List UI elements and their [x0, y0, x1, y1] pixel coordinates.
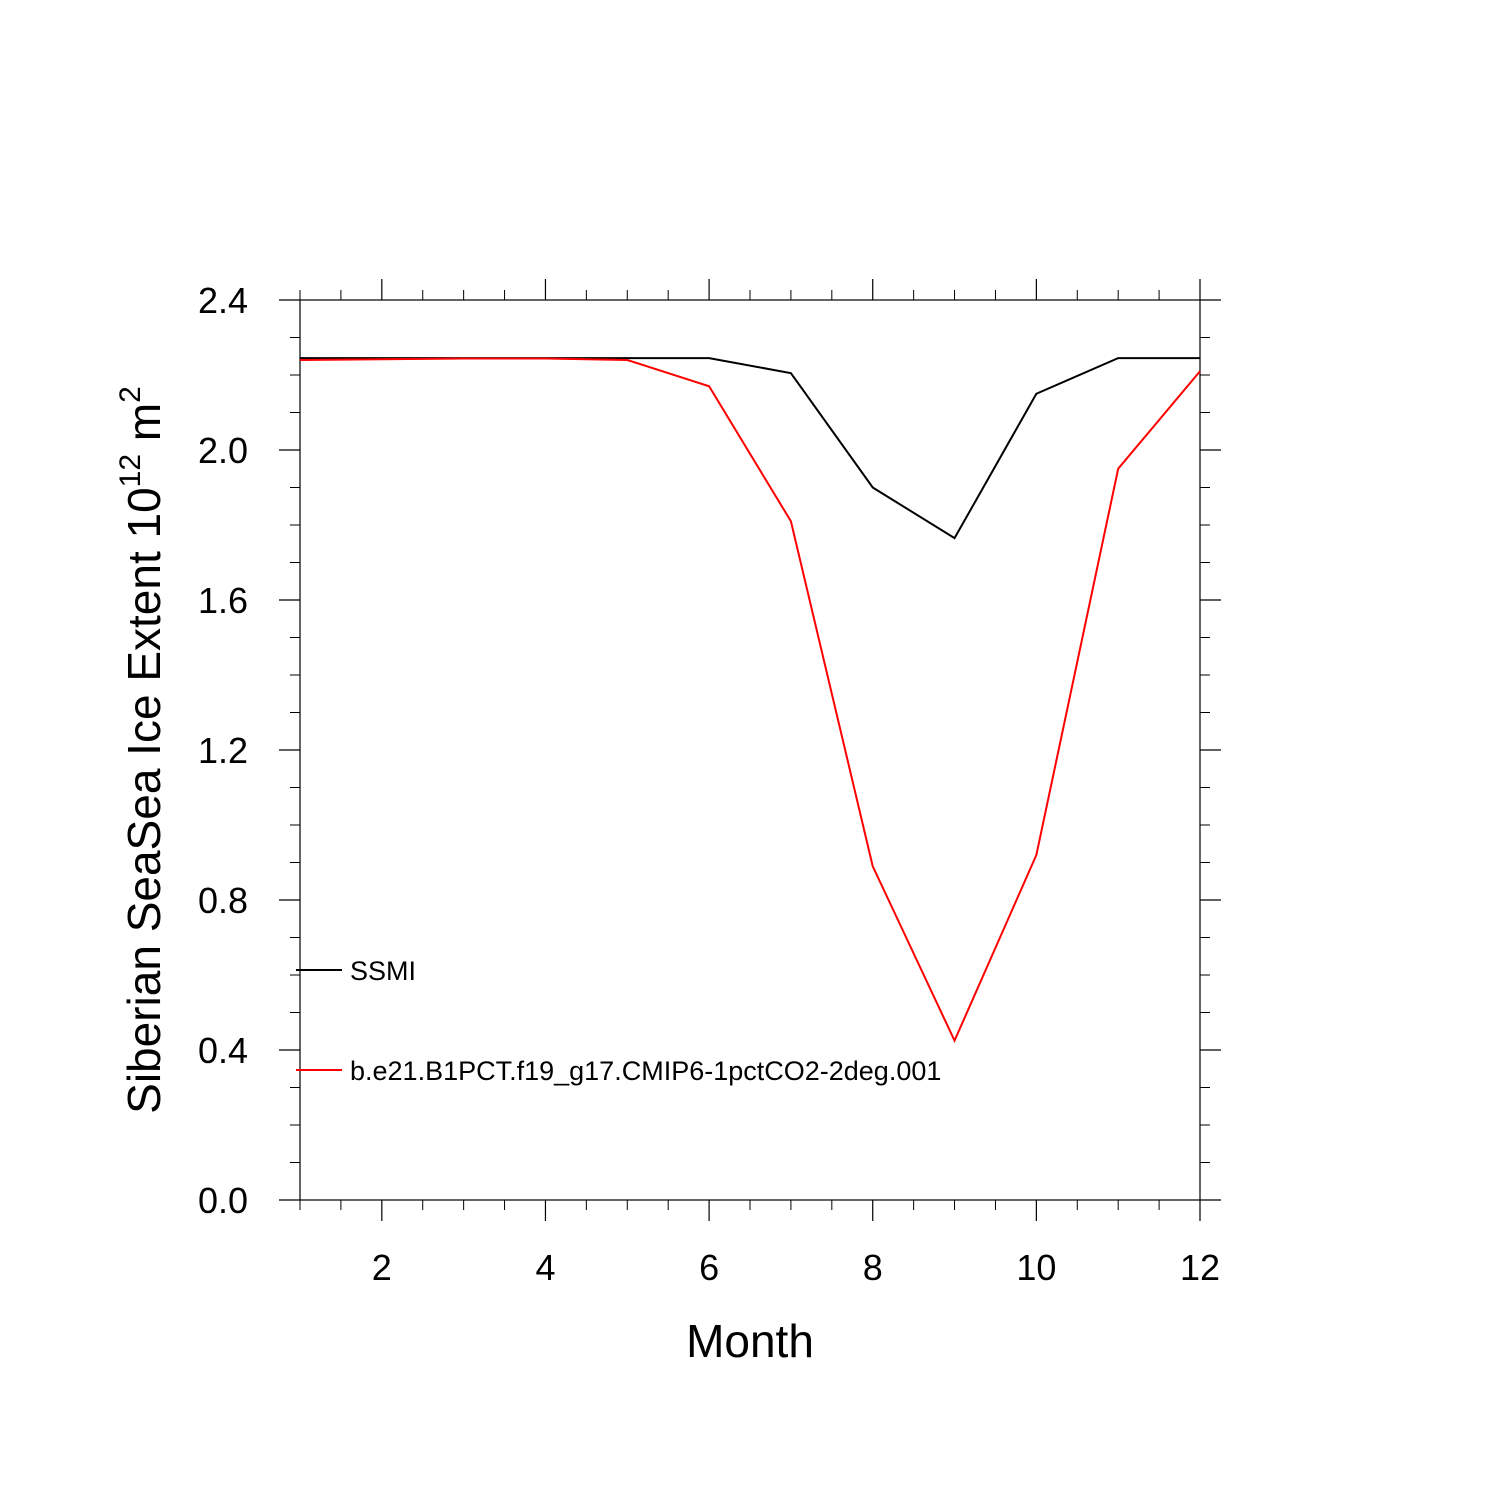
- x-tick-label: 2: [372, 1247, 392, 1288]
- x-tick-label: 4: [535, 1247, 555, 1288]
- x-axis-label: Month: [686, 1315, 814, 1367]
- y-axis-label-text: Siberian SeaSea Ice Extent 10: [118, 487, 170, 1114]
- series-lines: [299, 357, 1201, 1044]
- y-tick-label: 1.2: [198, 730, 248, 771]
- series-line-1: [300, 357, 1200, 540]
- y-axis-label-unit-exponent: 2: [114, 386, 147, 403]
- x-tick-label: 12: [1180, 1247, 1220, 1288]
- series-line-2: [299, 357, 1201, 1044]
- y-tick-label: 2.4: [198, 280, 248, 321]
- tick-marks: [279, 279, 1221, 1221]
- y-axis-label: Siberian SeaSea Ice Extent 1012 m2: [114, 386, 170, 1114]
- y-tick-label: 0.8: [198, 880, 248, 921]
- y-tick-label: 1.6: [198, 580, 248, 621]
- y-tick-label: 0.4: [198, 1030, 248, 1071]
- x-tick-label: 8: [863, 1247, 883, 1288]
- x-tick-label: 10: [1016, 1247, 1056, 1288]
- y-axis-label-unit: m: [118, 403, 170, 454]
- y-tick-label: 0.0: [198, 1180, 248, 1221]
- legend-label: b.e21.B1PCT.f19_g17.CMIP6-1pctCO2-2deg.0…: [350, 1056, 941, 1086]
- legend-label: SSMI: [350, 956, 416, 986]
- legend: SSMI b.e21.B1PCT.f19_g17.CMIP6-1pctCO2-2d…: [296, 956, 941, 1086]
- y-tick-label: 2.0: [198, 430, 248, 471]
- x-tick-label: 6: [699, 1247, 719, 1288]
- y-axis-label-exponent: 12: [114, 454, 147, 487]
- plot-frame: [299, 299, 1201, 1201]
- tick-labels: 2 4 6 8 10 12 0.0 0.4 0.8 1.2 1.6 2.0 2.4: [198, 280, 1220, 1288]
